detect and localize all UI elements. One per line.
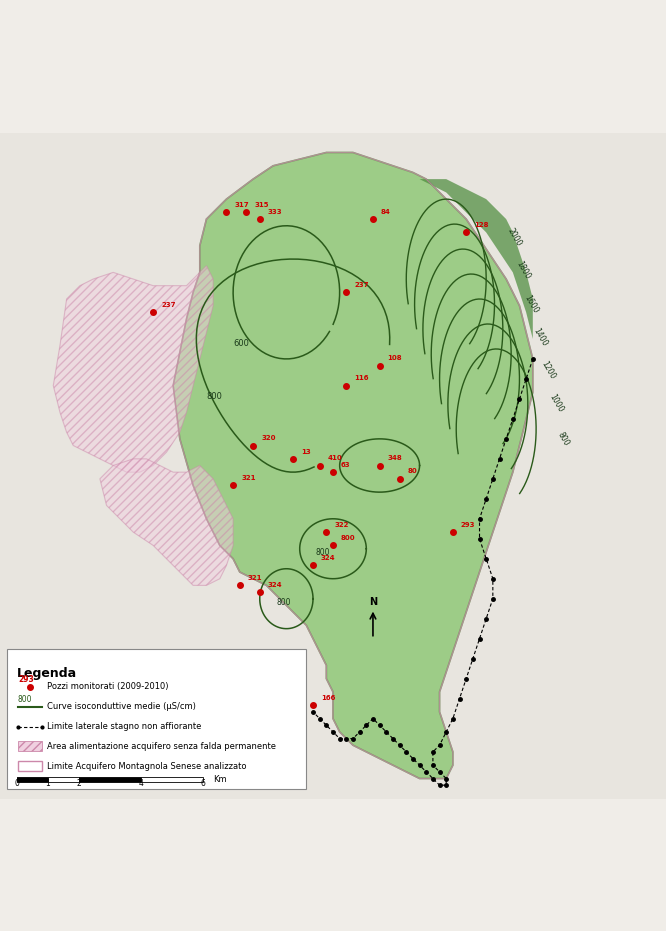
Text: 293: 293: [461, 521, 476, 528]
Bar: [141, 776, 203, 782]
Text: 1600: 1600: [523, 293, 540, 315]
Text: Pozzi monitorati (2009-2010): Pozzi monitorati (2009-2010): [47, 682, 168, 691]
FancyBboxPatch shape: [7, 649, 306, 789]
Text: 6: 6: [200, 779, 206, 788]
Text: Curve isoconduttive medie (µS/cm): Curve isoconduttive medie (µS/cm): [47, 702, 196, 711]
Text: 108: 108: [388, 356, 402, 361]
Text: 800: 800: [276, 599, 291, 607]
Text: 13: 13: [301, 449, 311, 454]
Text: 128: 128: [474, 223, 489, 228]
Text: Area alimentazione acquifero senza falda permanente: Area alimentazione acquifero senza falda…: [47, 742, 276, 751]
Text: 333: 333: [268, 209, 282, 215]
Text: 1: 1: [45, 779, 50, 788]
FancyBboxPatch shape: [0, 132, 666, 799]
Polygon shape: [53, 265, 213, 472]
Bar: [79, 776, 141, 782]
Text: 84: 84: [381, 209, 391, 215]
Text: 1400: 1400: [531, 327, 549, 347]
Text: Km: Km: [213, 776, 226, 784]
Text: 0: 0: [14, 779, 19, 788]
FancyBboxPatch shape: [18, 762, 42, 771]
Text: 2: 2: [77, 779, 81, 788]
Text: 1800: 1800: [514, 260, 532, 281]
FancyBboxPatch shape: [18, 741, 42, 750]
Text: 80: 80: [408, 468, 418, 475]
Text: 322: 322: [334, 521, 349, 528]
Text: 348: 348: [388, 455, 402, 461]
Text: 321: 321: [248, 575, 262, 581]
Bar: [17, 776, 48, 782]
Polygon shape: [420, 179, 533, 339]
Text: 116: 116: [354, 375, 369, 382]
Text: Legenda: Legenda: [17, 667, 77, 680]
Text: 800: 800: [341, 535, 356, 541]
Text: 237: 237: [354, 282, 369, 288]
Text: Limite laterale stagno non affiorante: Limite laterale stagno non affiorante: [47, 722, 201, 731]
Text: 321: 321: [241, 475, 256, 481]
Text: N: N: [369, 598, 377, 607]
Text: Limite Acquifero Montagnola Senese analizzato: Limite Acquifero Montagnola Senese anali…: [47, 762, 246, 771]
Text: 315: 315: [254, 202, 269, 209]
Polygon shape: [173, 153, 533, 778]
Text: 800: 800: [18, 695, 33, 704]
Text: 1000: 1000: [547, 393, 565, 414]
Polygon shape: [100, 459, 233, 586]
Text: 410: 410: [328, 455, 342, 461]
Text: 293: 293: [18, 675, 34, 684]
Text: 800: 800: [316, 548, 330, 558]
Text: 317: 317: [234, 202, 249, 209]
Text: 324: 324: [321, 555, 336, 561]
Text: 2000: 2000: [506, 226, 523, 248]
Text: 600: 600: [233, 339, 249, 347]
Text: 4: 4: [139, 779, 143, 788]
Text: 324: 324: [268, 582, 282, 587]
Text: 320: 320: [261, 435, 276, 441]
Text: 166: 166: [321, 695, 336, 701]
Text: 1200: 1200: [539, 359, 557, 381]
Text: 63: 63: [341, 462, 350, 468]
Text: 800: 800: [556, 430, 571, 448]
Text: 800: 800: [206, 392, 222, 401]
Text: 237: 237: [161, 302, 176, 308]
Bar: [48, 776, 79, 782]
